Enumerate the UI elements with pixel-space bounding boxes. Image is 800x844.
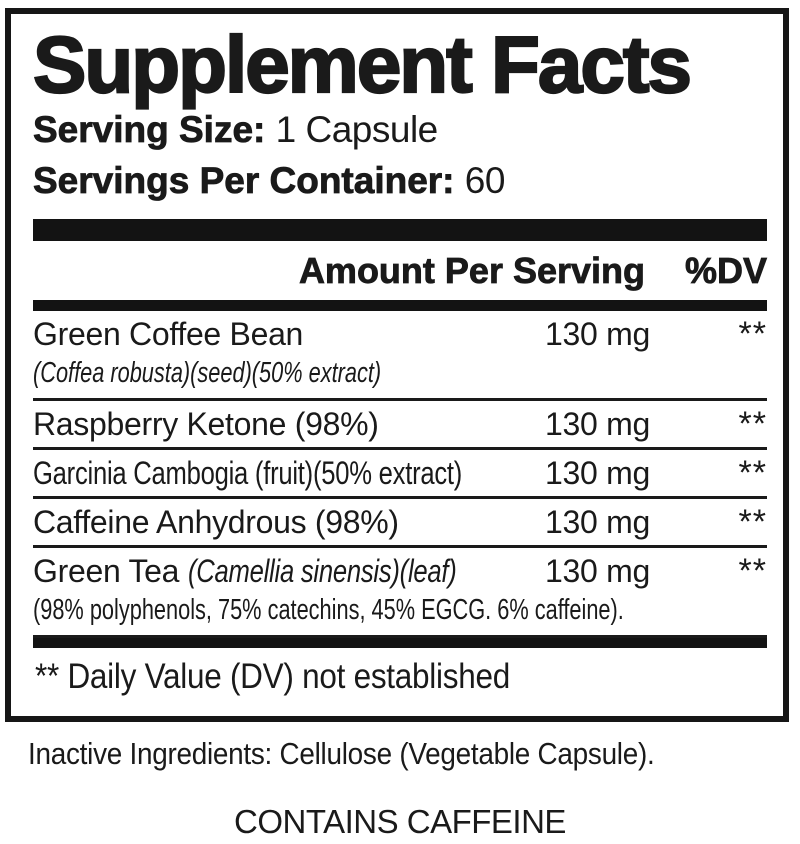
ingredient-row-raspberry-ketone: Raspberry Ketone (98%) 130 mg **	[33, 401, 767, 450]
ingredient-main-line: Garcinia Cambogia (fruit)(50% extract) 1…	[33, 454, 767, 493]
ingredient-subline: (Coffea robusta)(seed)(50% extract)	[33, 357, 382, 390]
servings-per-container-label: Servings Per Container:	[33, 160, 455, 202]
ingredient-name: Green Coffee Bean	[33, 316, 304, 353]
ingredient-name-botanical: (Camellia sinensis)(leaf)	[187, 553, 457, 589]
ingredient-name: Green Tea (Camellia sinensis)(leaf)	[33, 552, 545, 591]
serving-size-label: Serving Size:	[33, 109, 266, 151]
ingredient-row-garcinia-cambogia: Garcinia Cambogia (fruit)(50% extract) 1…	[33, 450, 767, 499]
servings-per-container-value: 60	[464, 160, 506, 202]
servings-per-container-line: Servings Per Container: 60	[33, 155, 767, 206]
ingredient-dv: **	[738, 315, 767, 354]
panel-title: Supplement Facts	[32, 20, 693, 109]
serving-size-line: Serving Size: 1 Capsule	[33, 104, 767, 155]
ingredient-subline: (98% polyphenols, 75% catechins, 45% EGC…	[33, 594, 624, 627]
serving-size-value: 1 Capsule	[275, 109, 439, 151]
ingredient-amount: 130 mg	[545, 454, 650, 491]
ingredient-main-line: Raspberry Ketone (98%) 130 mg **	[33, 405, 767, 444]
ingredient-name: Caffeine Anhydrous (98%)	[33, 503, 399, 540]
ingredient-amount: 130 mg	[545, 405, 650, 442]
divider-medium-header	[33, 300, 767, 312]
column-header-row: Amount Per Serving %DV	[33, 250, 768, 292]
ingredient-row-caffeine-anhydrous: Caffeine Anhydrous (98%) 130 mg **	[33, 499, 767, 548]
ingredient-dv: **	[738, 552, 767, 590]
ingredient-amount: 130 mg	[545, 316, 650, 353]
ingredient-dv: **	[738, 502, 767, 541]
ingredient-row-green-coffee-bean: Green Coffee Bean 130 mg ** (Coffea robu…	[33, 311, 767, 401]
inactive-ingredients-line: Inactive Ingredients: Cellulose (Vegetab…	[28, 736, 655, 771]
ingredient-dv: **	[738, 404, 767, 443]
ingredient-name: Raspberry Ketone (98%)	[33, 405, 379, 442]
ingredient-dv: **	[738, 453, 767, 492]
divider-thick-top	[33, 219, 767, 242]
ingredient-row-green-tea: Green Tea (Camellia sinensis)(leaf) 130 …	[33, 548, 767, 638]
ingredient-name: Garcinia Cambogia (fruit)(50% extract)	[33, 454, 463, 491]
percent-dv-header: %DV	[684, 250, 768, 292]
ingredient-main-line: Green Coffee Bean 130 mg **	[33, 315, 767, 354]
ingredient-main-line: Green Tea (Camellia sinensis)(leaf) 130 …	[33, 552, 767, 591]
ingredient-amount: 130 mg	[545, 553, 650, 589]
amount-per-serving-header: Amount Per Serving	[298, 250, 646, 292]
divider-thick-footnote	[33, 637, 767, 648]
daily-value-footnote: ** Daily Value (DV) not established	[35, 656, 510, 696]
ingredient-main-line: Caffeine Anhydrous (98%) 130 mg **	[33, 503, 767, 542]
supplement-facts-panel: Supplement Facts Serving Size: 1 Capsule…	[5, 8, 789, 722]
ingredient-amount: 130 mg	[545, 503, 650, 540]
contains-caffeine-statement: CONTAINS CAFFEINE	[234, 803, 566, 840]
